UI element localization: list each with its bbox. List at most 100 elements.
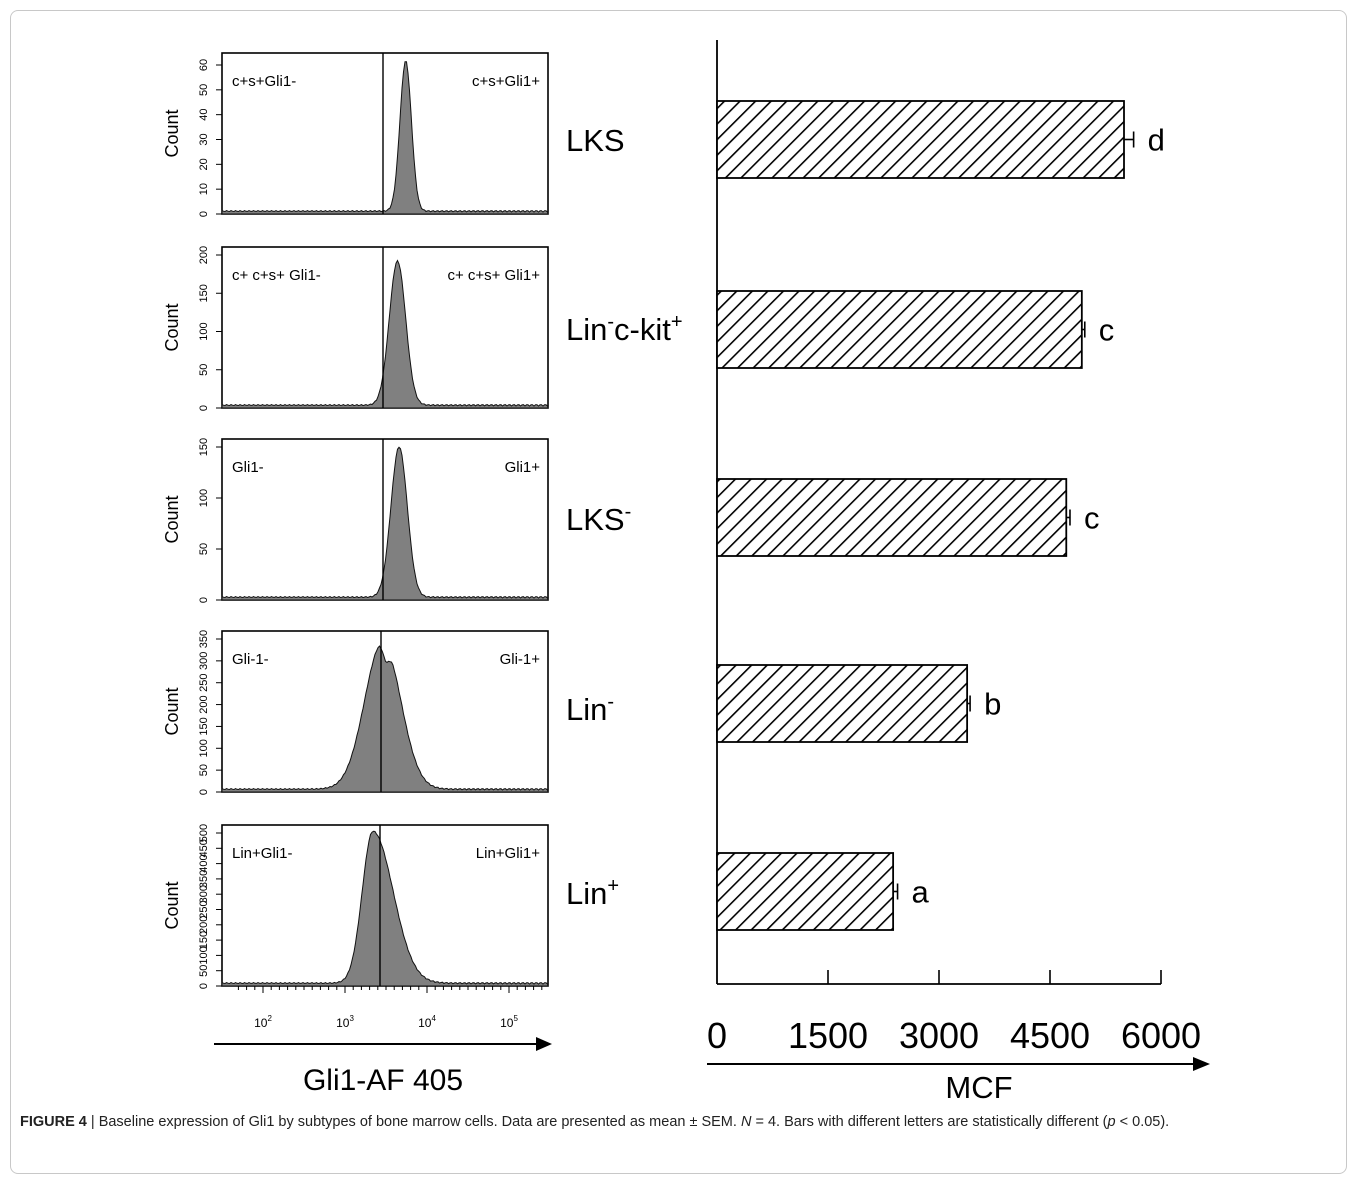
row-label: Lin- xyxy=(566,691,614,727)
gate-label-left: Gli-1- xyxy=(232,651,269,668)
arrow-right-icon xyxy=(536,1037,552,1051)
gate-label-left: Gli1- xyxy=(232,459,264,476)
y-tick-label: 50 xyxy=(198,543,210,555)
y-tick-label: 200 xyxy=(198,916,210,934)
y-tick-label: 100 xyxy=(198,489,210,507)
histogram-ylabel: Count xyxy=(162,303,182,351)
bar-x-tick-label: 4500 xyxy=(1010,1015,1090,1056)
y-tick-label: 350 xyxy=(198,870,210,888)
y-tick-label: 0 xyxy=(198,789,210,795)
histogram-panel: Lin+Gli1- Lin+Gli1+ Count 0 5010015020025030… xyxy=(162,824,549,989)
row-labels: LKS Lin-c-kit+ LKS- Lin- Lin+ xyxy=(566,123,683,911)
bar xyxy=(716,478,1068,557)
y-tick-label: 0 xyxy=(198,597,210,603)
figure-caption: FIGURE 4 | Baseline expression of Gli1 b… xyxy=(20,1112,1320,1132)
histogram-curve xyxy=(221,645,549,793)
bar-xlabel: MCF xyxy=(945,1070,1012,1105)
histogram-ylabel: Count xyxy=(162,109,182,157)
y-tick-label: 30 xyxy=(198,133,210,145)
significance-letter: b xyxy=(984,687,1001,722)
y-tick-label: 450 xyxy=(198,839,210,857)
y-tick-label: 0 xyxy=(198,211,210,217)
histogram-curve xyxy=(221,259,549,409)
y-tick-label: 0 xyxy=(198,983,210,989)
gate-label-right: Gli1+ xyxy=(505,459,541,476)
y-tick-label: 40 xyxy=(198,109,210,121)
x-tick-label: 103 xyxy=(336,1014,354,1030)
gate-label-right: Lin+Gli1+ xyxy=(476,845,540,862)
histogram-curve xyxy=(221,446,549,601)
y-tick-label: 50 xyxy=(198,764,210,776)
x-tick-label: 102 xyxy=(254,1014,272,1030)
histogram-panel: Gli1- Gli1+ Count 0 50 100 150 xyxy=(162,438,549,603)
histogram-x-axis: Gli1-AF 405 xyxy=(214,1037,552,1097)
y-tick-label: 150 xyxy=(198,717,210,735)
histogram-ylabel: Count xyxy=(162,881,182,929)
bar xyxy=(716,664,969,743)
bar xyxy=(716,100,1125,179)
y-tick-label: 100 xyxy=(198,946,210,964)
gate-label-left: c+s+Gli1- xyxy=(232,73,296,90)
y-tick-label: 50 xyxy=(198,364,210,376)
y-tick-label: 350 xyxy=(198,630,210,648)
caption-text-1: | Baseline expression of Gli1 by subtype… xyxy=(86,1114,741,1130)
y-tick-label: 250 xyxy=(198,674,210,692)
bar-x-tick-label: 1500 xyxy=(788,1015,868,1056)
y-tick-label: 400 xyxy=(198,854,210,872)
y-tick-label: 10 xyxy=(198,183,210,195)
y-tick-label: 200 xyxy=(198,246,210,264)
caption-figure-number: FIGURE 4 xyxy=(20,1114,87,1130)
y-tick-label: 20 xyxy=(198,158,210,170)
y-tick-label: 100 xyxy=(198,739,210,757)
row-label: LKS- xyxy=(566,501,631,537)
bar-x-tick-label: 6000 xyxy=(1121,1015,1201,1056)
y-tick-label: 200 xyxy=(198,695,210,713)
x-tick-label: 105 xyxy=(500,1014,518,1030)
caption-n: N xyxy=(740,1114,752,1130)
significance-letter: c xyxy=(1084,501,1100,536)
y-tick-label: 500 xyxy=(198,824,210,842)
significance-letter: c xyxy=(1099,313,1115,348)
y-tick-label: 0 xyxy=(198,405,210,411)
histogram-ylabel: Count xyxy=(162,687,182,735)
gate-label-right: Gli-1+ xyxy=(500,651,541,668)
row-label: Lin-c-kit+ xyxy=(566,311,683,347)
bar xyxy=(716,290,1083,369)
bar xyxy=(716,852,895,931)
y-tick-label: 300 xyxy=(198,885,210,903)
y-tick-label: 150 xyxy=(198,284,210,302)
y-tick-label: 50 xyxy=(198,84,210,96)
y-tick-label: 50 xyxy=(198,965,210,977)
x-tick-label: 104 xyxy=(418,1014,436,1030)
histogram-ylabel: Count xyxy=(162,495,182,543)
y-tick-label: 100 xyxy=(198,322,210,340)
y-tick-label: 300 xyxy=(198,652,210,670)
bar-x-tick-label: 0 xyxy=(707,1015,727,1056)
caption-text-3: < 0.05). xyxy=(1115,1114,1170,1130)
histogram-x-ticks: 102 103 104 105 xyxy=(237,986,543,1030)
row-label: Lin+ xyxy=(566,875,619,911)
bar-chart: d c c b a 0 1500 3000 4500 6000 MCF xyxy=(707,40,1210,1105)
y-tick-label: 60 xyxy=(198,59,210,71)
histogram-curve xyxy=(221,61,549,215)
y-tick-label: 150 xyxy=(198,438,210,456)
histogram-panel: c+ c+s+ Gli1- c+ c+s+ Gli1+ Count 0 50 100 150… xyxy=(162,246,549,411)
y-tick-label: 250 xyxy=(198,900,210,918)
significance-letter: d xyxy=(1148,123,1165,158)
histogram-panel: c+s+Gli1- c+s+Gli1+ Count 0 10 20 30 40 50 60 xyxy=(162,52,549,217)
histogram-frame xyxy=(221,52,549,215)
gate-label-right: c+s+Gli1+ xyxy=(472,73,540,90)
gate-label-right: c+ c+s+ Gli1+ xyxy=(447,267,540,284)
y-tick-label: 150 xyxy=(198,931,210,949)
gate-label-left: Lin+Gli1- xyxy=(232,845,292,862)
row-label: LKS xyxy=(566,123,625,158)
caption-p: p xyxy=(1107,1114,1116,1130)
histogram-xlabel: Gli1-AF 405 xyxy=(303,1064,463,1097)
bar-x-tick-label: 3000 xyxy=(899,1015,979,1056)
histogram-panel: Gli-1- Gli-1+ Count 0 50 100 150 200 250 300 350 xyxy=(162,630,549,795)
caption-text-2: = 4. Bars with different letters are sta… xyxy=(751,1114,1108,1130)
histogram-curve xyxy=(221,830,549,987)
arrow-right-icon xyxy=(1193,1057,1210,1071)
